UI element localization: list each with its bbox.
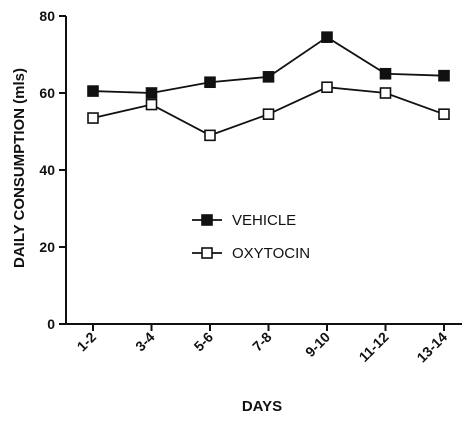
data-point-vehicle [438,69,450,82]
x-tick-label: 7-8 [249,329,275,355]
data-point-oxytocin [204,129,216,142]
x-tick-label: 3-4 [132,329,158,355]
x-tick-label: 5-6 [190,329,216,355]
x-tick-label: 11-12 [356,329,392,365]
legend-label: OXYTOCIN [232,245,310,262]
legend-label: VEHICLE [232,212,296,229]
data-point-oxytocin [262,108,275,120]
data-point-vehicle [321,31,333,43]
data-point-vehicle [379,67,392,80]
y-tick-label: 80 [39,8,55,24]
data-point-vehicle [204,76,216,89]
y-tick-label: 40 [39,162,55,178]
data-point-vehicle [87,85,99,97]
data-point-oxytocin [438,108,450,120]
x-tick-label: 9-10 [302,329,333,360]
data-point-oxytocin [379,87,392,99]
data-point-oxytocin [145,98,158,111]
data-point-vehicle [262,71,275,83]
y-tick-label: 60 [39,85,55,101]
y-tick-label: 20 [39,239,55,255]
y-tick-labels: 0 20 40 60 80 [39,8,55,332]
legend-marker [201,247,213,259]
x-tick-labels: 1-2 3-4 5-6 7-8 9-10 11-12 13-14 [73,329,450,366]
legend-marker [201,214,213,226]
y-axis-title: DAILY CONSUMPTION (mls) [11,68,28,268]
x-tick-label: 13-14 [413,329,450,366]
x-tick-label: 1-2 [73,329,99,355]
axes [59,15,462,331]
legend: VEHICLE OXYTOCIN [192,212,310,262]
data-point-vehicle [145,87,158,99]
series-line-vehicle [92,36,445,94]
series-layer [87,31,450,142]
data-point-oxytocin [321,81,333,94]
data-point-oxytocin [87,112,99,124]
y-tick-label: 0 [47,316,55,332]
x-axis-title: DAYS [242,398,282,415]
